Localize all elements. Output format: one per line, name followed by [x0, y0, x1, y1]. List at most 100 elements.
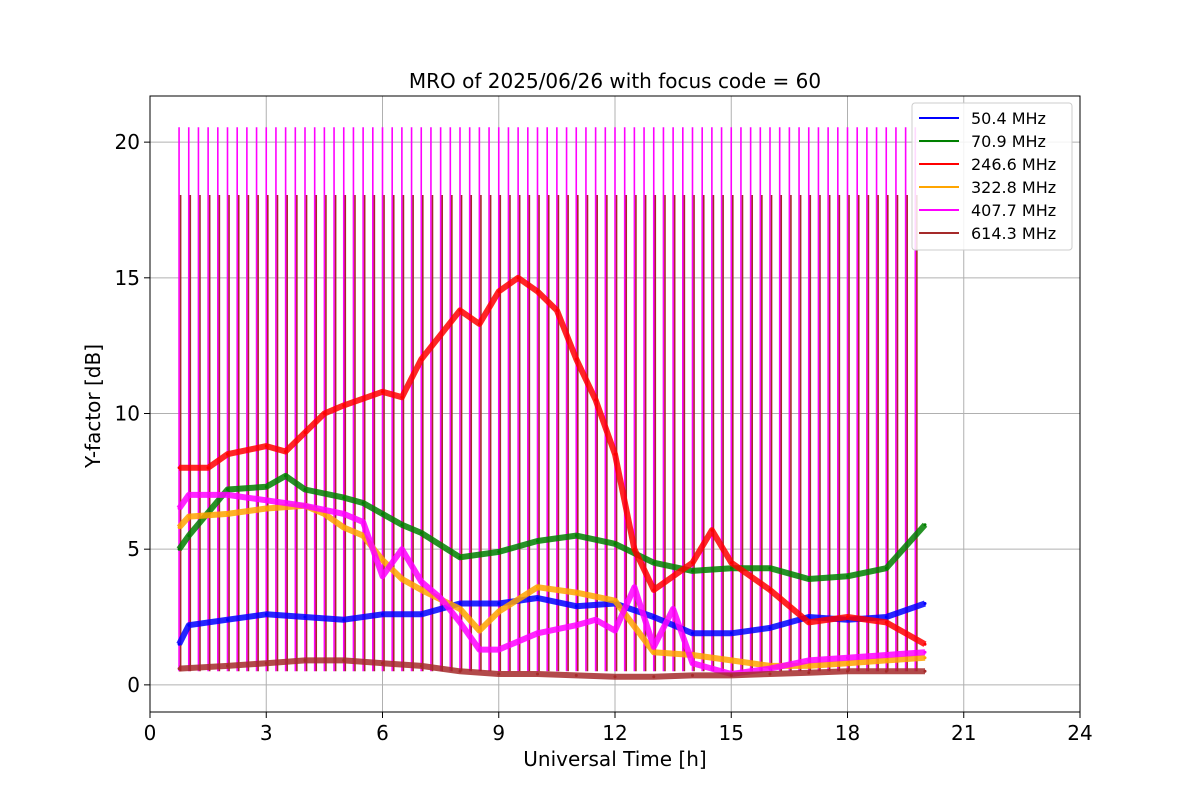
data-point [361, 501, 365, 505]
data-point [419, 531, 423, 535]
data-point [177, 526, 181, 529]
y-tick-label: 20 [115, 130, 140, 154]
data-point [458, 607, 462, 611]
data-point [497, 289, 501, 293]
data-point [264, 485, 268, 489]
data-point [807, 577, 811, 581]
data-point [303, 431, 307, 434]
data-point [884, 653, 888, 657]
data-point [807, 658, 811, 662]
data-point [923, 656, 927, 660]
y-tick-label: 15 [115, 266, 140, 290]
data-point [458, 555, 462, 559]
x-tick-label: 21 [951, 721, 976, 745]
x-tick-label: 18 [835, 721, 860, 745]
series-line-1 [176, 472, 928, 582]
data-point [652, 645, 656, 649]
data-point [381, 612, 384, 616]
y-tick-label: 0 [127, 673, 140, 697]
data-point [807, 664, 811, 668]
data-point [187, 515, 191, 519]
data-point [187, 534, 191, 538]
legend-label: 614.3 MHz [971, 224, 1056, 243]
data-point [574, 604, 578, 608]
data-point [264, 444, 268, 448]
data-point [632, 585, 636, 589]
data-point [342, 512, 346, 516]
data-point [632, 547, 636, 551]
x-tick-label: 24 [1067, 721, 1092, 745]
data-point [322, 412, 326, 415]
data-point [768, 672, 772, 676]
data-point [342, 658, 346, 662]
data-point [303, 504, 307, 508]
data-point [536, 631, 539, 635]
data-point [458, 669, 462, 673]
data-point [613, 675, 617, 679]
data-point [613, 599, 617, 603]
data-point [497, 550, 501, 554]
data-point [536, 539, 539, 543]
data-point [439, 596, 443, 600]
x-tick-label: 0 [144, 721, 157, 745]
data-point [846, 661, 849, 665]
data-point [536, 672, 539, 676]
data-point [177, 507, 181, 510]
data-point [381, 558, 384, 562]
data-point [177, 466, 181, 470]
data-point [322, 512, 326, 516]
data-point [768, 588, 772, 592]
data-point [264, 661, 268, 665]
data-point [400, 577, 404, 581]
data-point [807, 620, 811, 624]
data-point [923, 642, 927, 646]
data-point [284, 474, 288, 478]
data-point [846, 656, 849, 660]
legend-label: 50.4 MHz [971, 109, 1046, 128]
data-point [574, 673, 578, 677]
data-point [419, 612, 423, 616]
data-point [361, 520, 365, 524]
data-point [536, 596, 539, 600]
data-point [846, 574, 849, 578]
x-tick-label: 15 [719, 721, 744, 745]
data-point [187, 493, 191, 497]
series-layer [176, 274, 928, 680]
data-point [419, 588, 423, 592]
data-point [807, 615, 811, 619]
data-point [458, 620, 462, 624]
data-point [884, 566, 888, 570]
data-point [477, 648, 481, 652]
data-point [652, 650, 656, 654]
data-point [729, 658, 733, 662]
data-point [400, 395, 404, 399]
data-point [884, 669, 888, 673]
data-point [381, 390, 384, 394]
data-point [303, 615, 307, 619]
legend-label: 407.7 MHz [971, 201, 1056, 220]
data-point [342, 403, 346, 407]
data-point [226, 488, 229, 491]
x-tick-label: 6 [376, 721, 389, 745]
data-point [923, 523, 927, 527]
data-point [536, 289, 539, 293]
data-point [226, 452, 229, 456]
data-point [671, 607, 675, 611]
calibration-spikes [178, 127, 918, 672]
legend: 50.4 MHz 70.9 MHz 246.6 MHz 322.8 MHz 407.7… [911, 102, 1073, 251]
data-point [458, 308, 462, 312]
data-point [381, 512, 384, 516]
data-point [497, 602, 501, 605]
data-point [884, 615, 888, 619]
x-tick-label: 12 [602, 721, 627, 745]
y-tick-label: 10 [115, 401, 140, 425]
data-point [613, 629, 617, 633]
data-point [477, 322, 481, 326]
data-point [226, 618, 229, 622]
data-point [177, 547, 181, 551]
data-point [710, 667, 714, 671]
data-point [303, 488, 307, 491]
data-point [419, 580, 423, 584]
data-point [594, 398, 598, 402]
data-point [303, 658, 307, 662]
